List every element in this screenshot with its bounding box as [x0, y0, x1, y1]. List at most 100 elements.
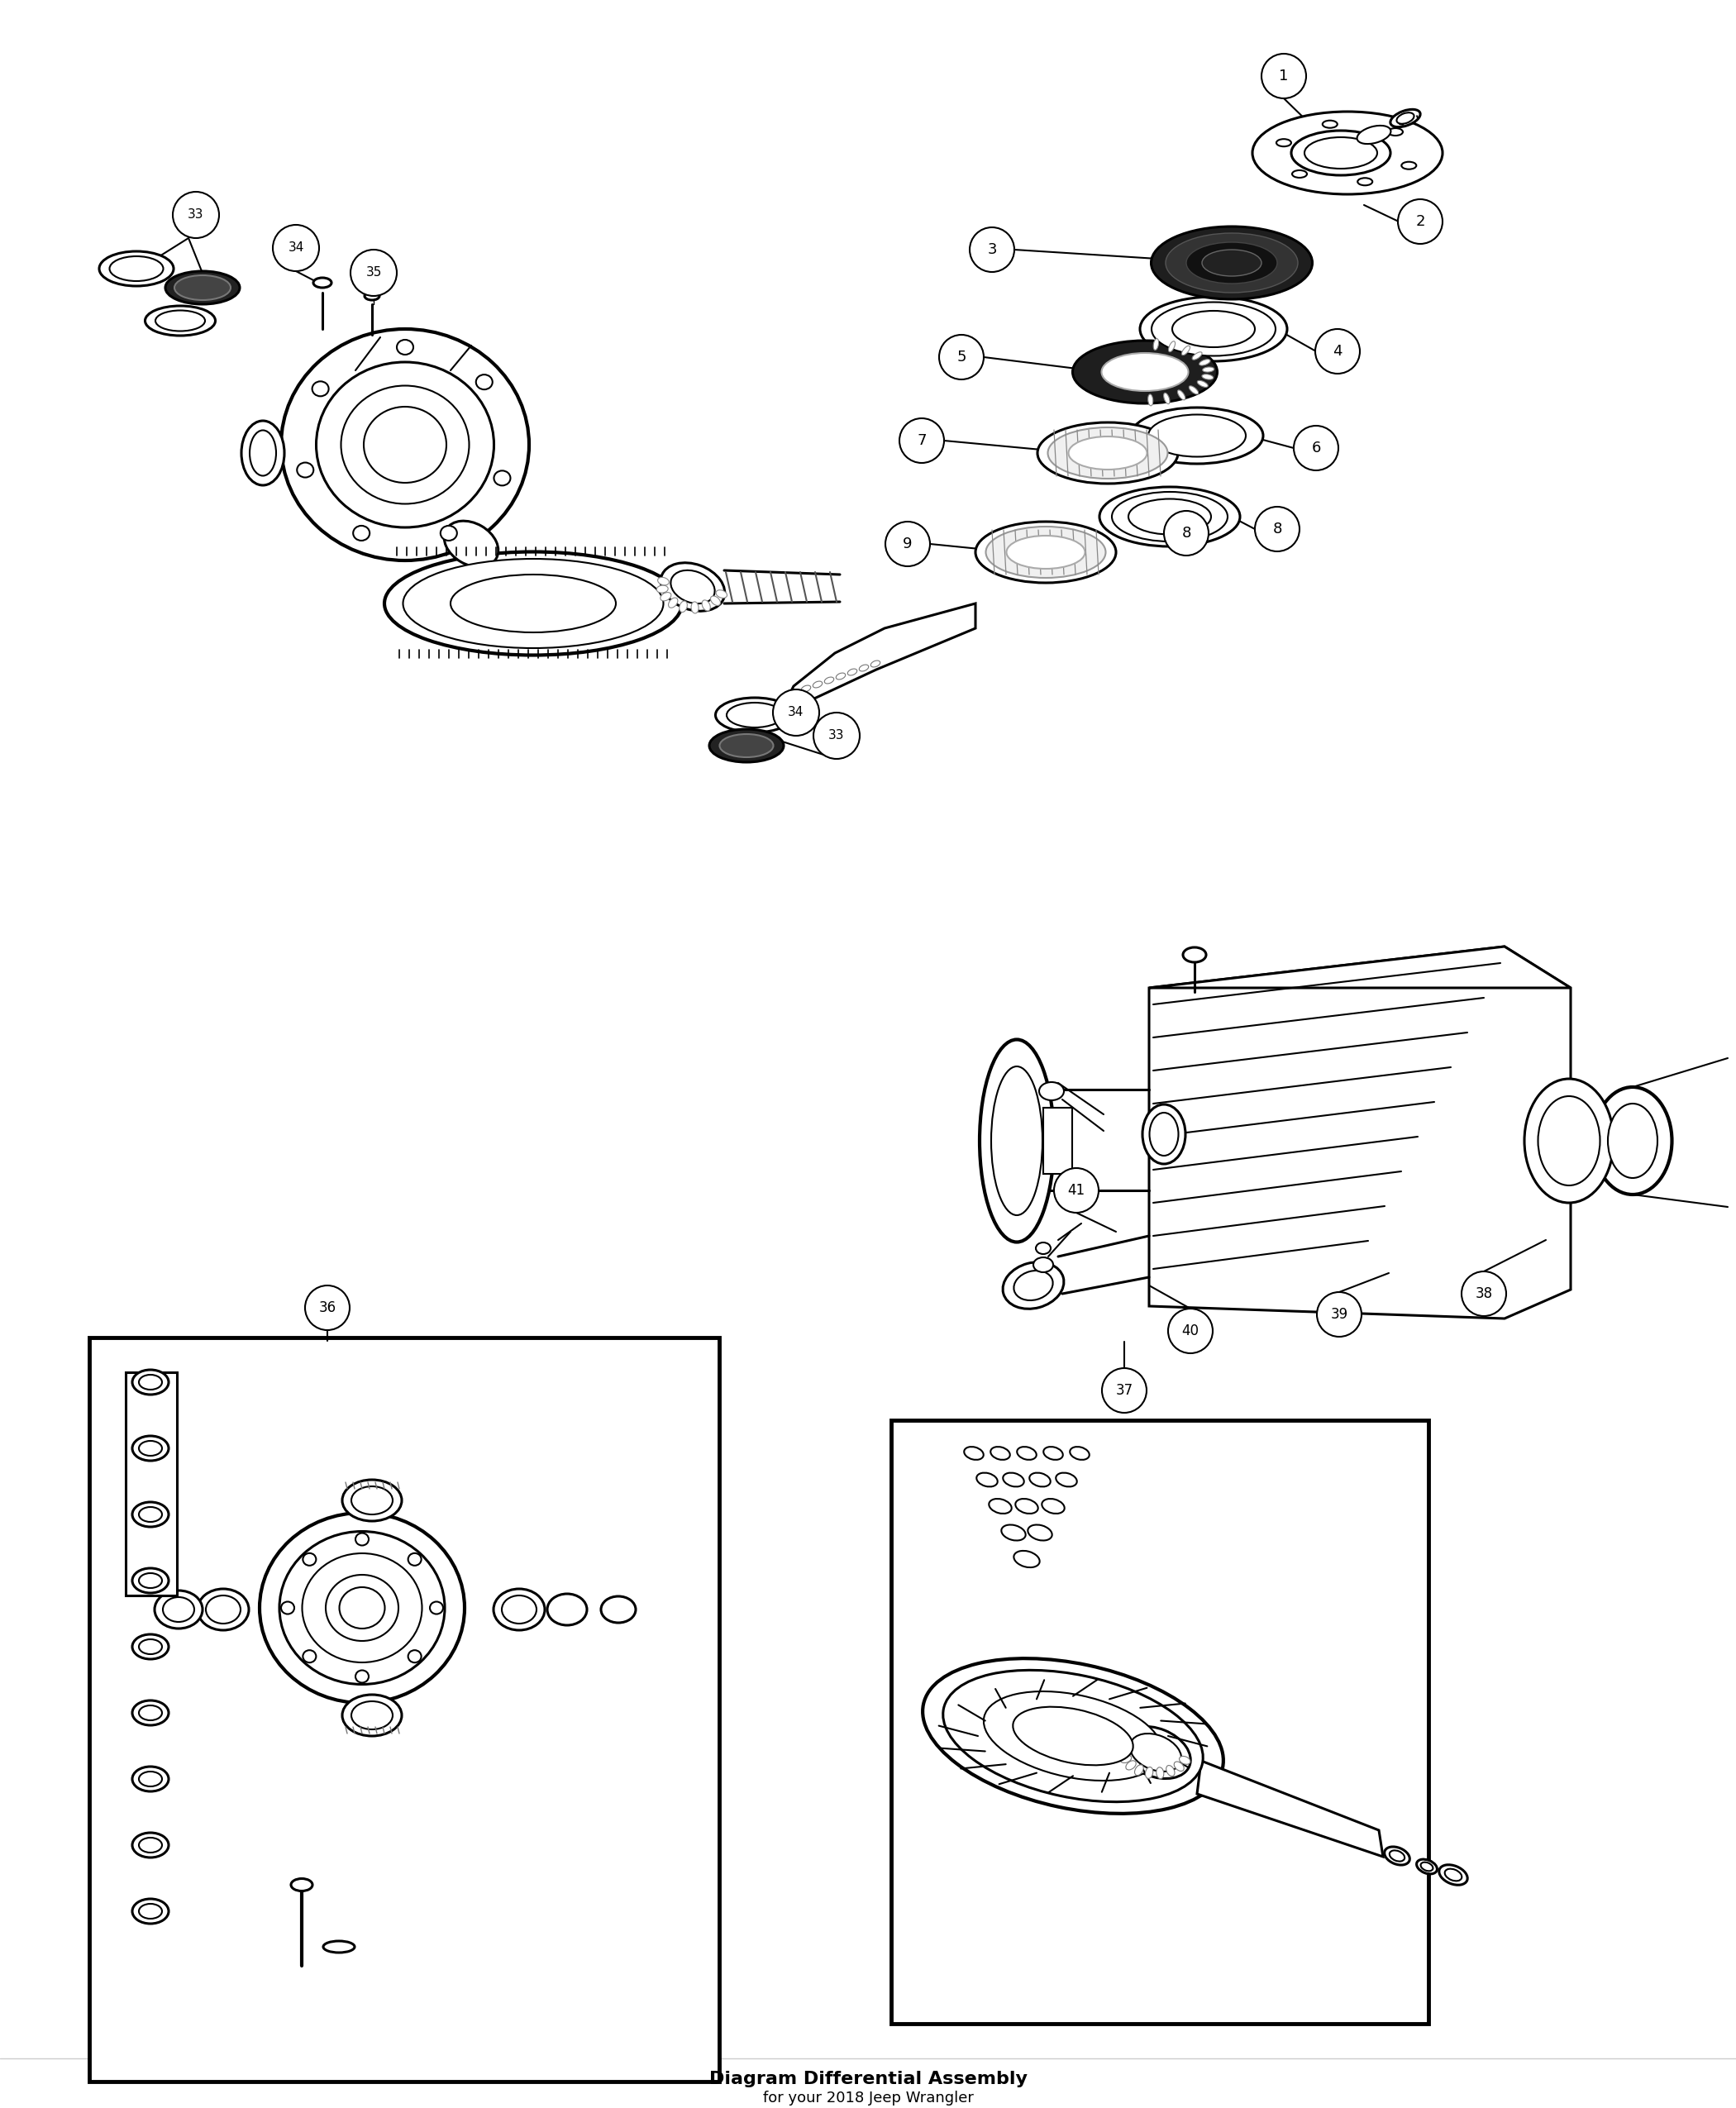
Circle shape	[1397, 200, 1443, 245]
Ellipse shape	[365, 407, 446, 483]
Ellipse shape	[312, 278, 332, 287]
Ellipse shape	[1186, 242, 1278, 285]
Ellipse shape	[715, 590, 727, 599]
Text: 2: 2	[1415, 215, 1425, 230]
Ellipse shape	[163, 1598, 194, 1621]
Ellipse shape	[250, 430, 276, 476]
Ellipse shape	[1029, 1473, 1050, 1486]
Text: 37: 37	[1116, 1383, 1134, 1398]
Ellipse shape	[1292, 171, 1307, 177]
Ellipse shape	[502, 1596, 536, 1623]
Ellipse shape	[847, 668, 858, 675]
Ellipse shape	[451, 575, 616, 632]
Ellipse shape	[1153, 339, 1158, 350]
Ellipse shape	[710, 597, 720, 605]
Ellipse shape	[871, 660, 880, 666]
Circle shape	[1262, 53, 1305, 99]
Ellipse shape	[1099, 487, 1240, 546]
Bar	[125, 1372, 177, 1596]
Ellipse shape	[1121, 1726, 1191, 1779]
Ellipse shape	[601, 1596, 635, 1623]
Ellipse shape	[139, 1374, 161, 1389]
Ellipse shape	[661, 563, 724, 611]
Ellipse shape	[715, 698, 793, 731]
Circle shape	[970, 228, 1014, 272]
Ellipse shape	[1017, 1446, 1036, 1461]
Ellipse shape	[495, 470, 510, 485]
Ellipse shape	[656, 586, 668, 592]
Ellipse shape	[1147, 415, 1246, 457]
Text: 7: 7	[917, 432, 927, 449]
Ellipse shape	[1292, 131, 1391, 175]
Text: for your 2018 Jeep Wrangler: for your 2018 Jeep Wrangler	[762, 2091, 974, 2106]
Ellipse shape	[356, 1533, 368, 1545]
Ellipse shape	[1177, 390, 1186, 401]
Polygon shape	[1198, 1760, 1384, 1857]
Ellipse shape	[342, 1480, 401, 1522]
Ellipse shape	[281, 1602, 295, 1615]
Ellipse shape	[1389, 129, 1403, 135]
Ellipse shape	[1033, 1256, 1054, 1273]
Ellipse shape	[1003, 1473, 1024, 1486]
Ellipse shape	[1012, 1707, 1134, 1764]
Ellipse shape	[837, 672, 845, 679]
Ellipse shape	[1043, 1446, 1062, 1461]
Ellipse shape	[1120, 1756, 1132, 1762]
Ellipse shape	[132, 1370, 168, 1395]
Ellipse shape	[356, 1670, 368, 1682]
Text: 40: 40	[1182, 1324, 1200, 1339]
Ellipse shape	[279, 1530, 444, 1684]
Ellipse shape	[1172, 310, 1255, 348]
Circle shape	[1293, 426, 1338, 470]
Ellipse shape	[342, 1695, 401, 1737]
Ellipse shape	[156, 310, 205, 331]
Ellipse shape	[312, 382, 328, 396]
Ellipse shape	[1304, 137, 1377, 169]
Ellipse shape	[1127, 1760, 1135, 1771]
Circle shape	[899, 417, 944, 464]
Ellipse shape	[139, 1573, 161, 1587]
Ellipse shape	[1276, 139, 1292, 145]
Ellipse shape	[403, 559, 663, 647]
Ellipse shape	[241, 422, 285, 485]
Ellipse shape	[1594, 1088, 1672, 1195]
Ellipse shape	[476, 375, 493, 390]
Ellipse shape	[1130, 1733, 1182, 1771]
Ellipse shape	[1168, 341, 1175, 352]
Bar	[891, 1421, 1429, 2024]
Ellipse shape	[691, 601, 698, 613]
Text: 34: 34	[288, 242, 304, 255]
Ellipse shape	[139, 1904, 161, 1918]
Ellipse shape	[1151, 301, 1276, 356]
Ellipse shape	[1014, 1551, 1040, 1568]
Ellipse shape	[1189, 386, 1198, 394]
Ellipse shape	[398, 339, 413, 354]
Ellipse shape	[292, 1878, 312, 1891]
Ellipse shape	[1142, 1105, 1186, 1164]
Ellipse shape	[132, 1568, 168, 1594]
Ellipse shape	[1420, 1861, 1432, 1872]
Text: 33: 33	[187, 209, 205, 221]
Ellipse shape	[825, 677, 833, 683]
Circle shape	[1318, 1292, 1361, 1336]
Ellipse shape	[1200, 358, 1210, 365]
Ellipse shape	[1384, 1847, 1410, 1866]
Ellipse shape	[1401, 162, 1417, 169]
Ellipse shape	[1201, 249, 1262, 276]
Ellipse shape	[1118, 1748, 1130, 1756]
Ellipse shape	[99, 251, 174, 287]
Ellipse shape	[1147, 394, 1153, 405]
Ellipse shape	[139, 1442, 161, 1457]
Ellipse shape	[668, 599, 677, 607]
Ellipse shape	[408, 1554, 422, 1566]
Ellipse shape	[146, 306, 215, 335]
Ellipse shape	[431, 1602, 443, 1615]
Ellipse shape	[1069, 1446, 1090, 1461]
Ellipse shape	[977, 1473, 998, 1486]
Circle shape	[1316, 329, 1359, 373]
Ellipse shape	[384, 552, 682, 656]
Ellipse shape	[139, 1640, 161, 1655]
Text: 6: 6	[1311, 441, 1321, 455]
Circle shape	[273, 226, 319, 272]
Circle shape	[1255, 506, 1300, 552]
